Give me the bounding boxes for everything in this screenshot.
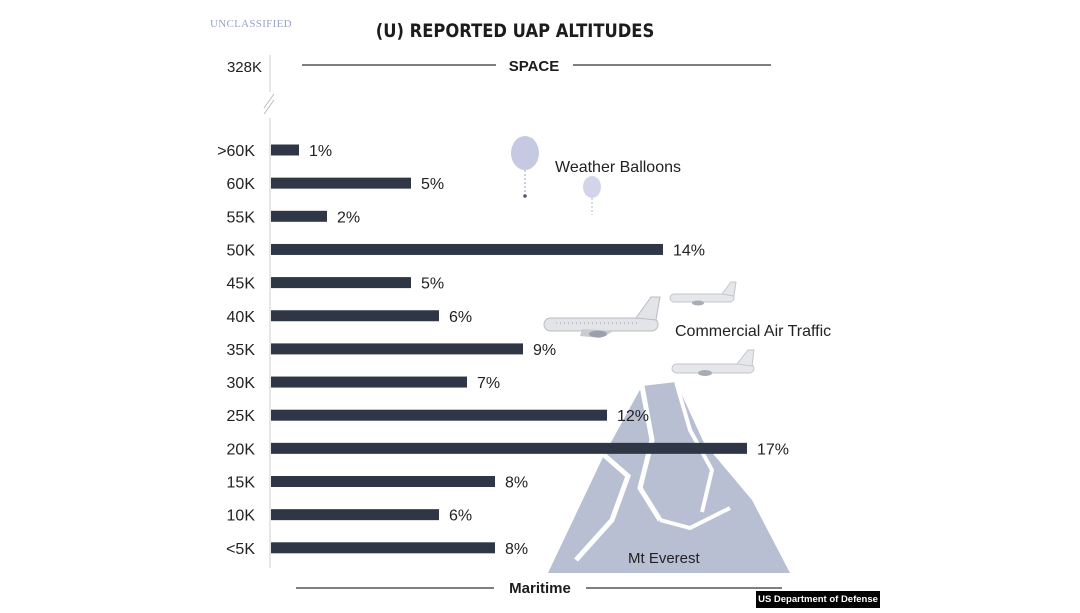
bar xyxy=(271,542,495,554)
mountain-icon xyxy=(548,381,790,573)
weather-balloons-label: Weather Balloons xyxy=(555,159,681,176)
y-tick-label: 45K xyxy=(227,276,256,293)
source-credit: US Department of Defense xyxy=(756,591,880,608)
bar-value-label: 2% xyxy=(337,209,360,226)
airplane-small-icon xyxy=(669,281,737,306)
bar-value-label: 5% xyxy=(421,276,444,293)
bar-value-label: 8% xyxy=(505,475,528,492)
bar-value-label: 12% xyxy=(617,408,649,425)
airplane-icon xyxy=(543,296,661,338)
y-tick-label: 30K xyxy=(227,375,256,392)
bar xyxy=(271,376,467,388)
bar xyxy=(271,210,327,222)
bar xyxy=(271,277,411,289)
bar xyxy=(271,509,439,521)
y-axis xyxy=(263,55,275,568)
mt-everest-label: Mt Everest xyxy=(628,550,701,567)
maritime-marker: Maritime xyxy=(296,580,782,597)
y-tick-label: 60K xyxy=(227,176,256,193)
balloon-icon xyxy=(511,136,539,198)
bar-value-label: 1% xyxy=(309,143,332,160)
bar xyxy=(271,310,439,322)
bars: >60K 1% 60K 5% 55K 2% 50K 14% 45K 5% 40K 6% 35K 9% 30K… xyxy=(217,143,789,558)
bar-value-label: 5% xyxy=(421,176,444,193)
y-tick-label: 40K xyxy=(227,309,256,326)
bar xyxy=(271,144,299,156)
bar-value-label: 6% xyxy=(449,309,472,326)
chart-title: (U) REPORTED UAP ALTITUDES xyxy=(375,20,655,42)
space-tick-label: 328K xyxy=(227,59,262,76)
axis-break-mark xyxy=(263,99,275,115)
illustrations xyxy=(511,136,790,573)
bar xyxy=(271,442,747,454)
bar-value-label: 17% xyxy=(757,441,789,458)
bar xyxy=(271,476,495,487)
bar-value-label: 6% xyxy=(449,508,472,525)
classification-label: UNCLASSIFIED xyxy=(210,18,292,30)
bar xyxy=(271,409,607,421)
y-tick-label: >60K xyxy=(217,143,255,160)
bar-value-label: 9% xyxy=(533,342,556,359)
bar-value-label: 8% xyxy=(505,541,528,558)
y-tick-label: 25K xyxy=(227,408,256,425)
y-tick-label: 50K xyxy=(227,242,256,259)
commercial-air-traffic-label: Commercial Air Traffic xyxy=(675,323,831,340)
bar xyxy=(271,343,523,355)
y-tick-label: <5K xyxy=(226,541,255,558)
y-tick-label: 10K xyxy=(227,508,256,525)
bar-value-label: 14% xyxy=(673,242,705,259)
bar xyxy=(271,177,411,189)
balloon-small-icon xyxy=(583,176,601,215)
y-tick-label: 15K xyxy=(227,475,256,492)
y-tick-label: 35K xyxy=(227,342,256,359)
space-label: SPACE xyxy=(509,58,560,75)
y-tick-label: 55K xyxy=(227,209,256,226)
maritime-label: Maritime xyxy=(509,580,571,597)
space-marker: 328K SPACE xyxy=(227,58,771,76)
bar-value-label: 7% xyxy=(477,375,500,392)
y-tick-label: 20K xyxy=(227,441,256,458)
airplane-small-icon xyxy=(671,349,755,376)
axis-break-mark xyxy=(263,93,275,109)
bar xyxy=(271,243,663,255)
